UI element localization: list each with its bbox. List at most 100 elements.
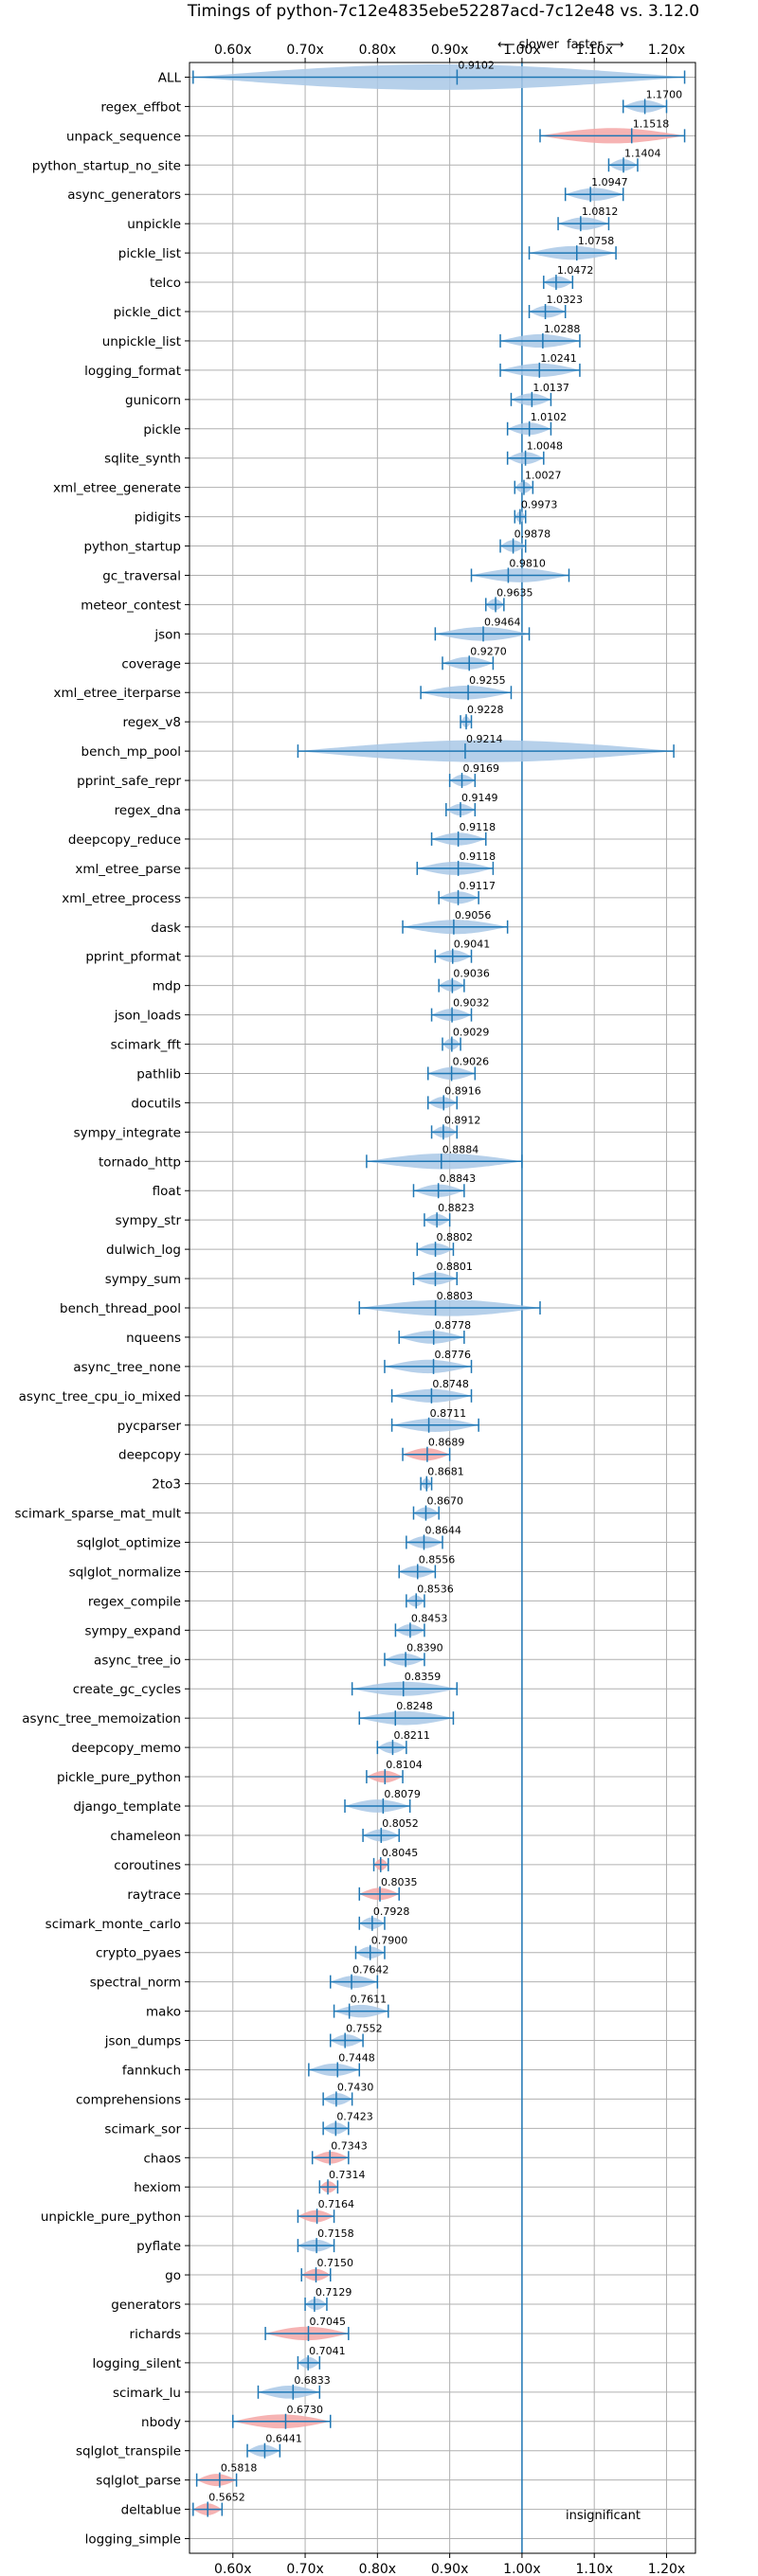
category-label: scimark_sor — [104, 2121, 181, 2137]
violins: 0.9102 1.1700 1.1518 1.1404 1.0947 1.0812 1.07… — [192, 59, 686, 2517]
category-label: comprehensions — [76, 2092, 181, 2107]
value-label: 0.7150 — [317, 2257, 354, 2269]
category-label: scimark_lu — [113, 2386, 181, 2401]
x-tick-label-bottom: 1.20x — [648, 2562, 685, 2576]
x-tick-label-top: 1.20x — [648, 43, 685, 58]
category-label: generators — [111, 2298, 181, 2313]
category-label: pickle — [143, 422, 181, 438]
category-label: nqueens — [126, 1331, 181, 1346]
category-label: json_dumps — [104, 2034, 181, 2049]
category-label: deepcopy_memo — [71, 1741, 181, 1756]
value-label: 1.0947 — [591, 176, 628, 188]
value-label: 0.7430 — [337, 2081, 374, 2093]
value-label: 0.8052 — [382, 1817, 419, 1830]
category-label: raytrace — [127, 1887, 181, 1903]
value-label: 0.9036 — [453, 968, 490, 980]
category-label: bench_thread_pool — [60, 1301, 181, 1316]
value-label: 0.9029 — [453, 1027, 489, 1039]
category-label: pyflate — [136, 2239, 181, 2254]
value-label: 0.8536 — [417, 1583, 454, 1595]
category-label: chameleon — [110, 1829, 181, 1844]
x-tick-label-top: 1.10x — [575, 43, 612, 58]
value-label: 1.0027 — [525, 470, 562, 482]
x-tick-label-bottom: 1.10x — [575, 2562, 612, 2576]
value-label: 1.1518 — [633, 117, 670, 130]
value-label: 0.9464 — [484, 616, 521, 628]
value-label: 0.9149 — [461, 792, 497, 804]
value-label: 0.9032 — [453, 997, 490, 1010]
value-label: 0.9026 — [453, 1055, 490, 1067]
insignificant-label: insignificant — [566, 2509, 641, 2523]
category-label: python_startup_no_site — [32, 158, 181, 173]
value-label: 0.7045 — [309, 2316, 346, 2328]
category-label: scimark_monte_carlo — [45, 1917, 181, 1932]
category-label: pidigits — [135, 510, 181, 526]
value-label: 0.9635 — [496, 586, 533, 599]
x-tick-label-top: 0.70x — [286, 43, 323, 58]
category-label: telco — [150, 276, 181, 291]
x-tick-label-bottom: 0.90x — [431, 2562, 468, 2576]
annotation-slower: ⟵ slower — [497, 38, 560, 52]
x-tick-label-bottom: 0.60x — [214, 2562, 251, 2576]
category-label: regex_dna — [115, 803, 181, 818]
value-label: 0.5818 — [221, 2462, 258, 2475]
value-label: 0.9270 — [470, 645, 507, 657]
value-label: 0.7642 — [352, 1964, 389, 1977]
value-label: 1.0102 — [531, 411, 568, 423]
value-label: 0.8211 — [393, 1729, 430, 1742]
category-label: dask — [151, 921, 181, 936]
category-label: deepcopy — [118, 1448, 181, 1463]
x-tick-label-bottom: 1.00x — [503, 2562, 540, 2576]
category-label: nbody — [141, 2415, 181, 2430]
category-label: scimark_fft — [111, 1038, 181, 1053]
value-label: 0.9056 — [455, 909, 492, 921]
x-tick-label-top: 1.00x — [503, 43, 540, 58]
value-label: 0.8776 — [435, 1349, 472, 1361]
value-label: 0.8681 — [427, 1466, 464, 1478]
category-label: sympy_integrate — [74, 1125, 181, 1140]
value-label: 0.8843 — [440, 1172, 477, 1185]
value-label: 0.6833 — [294, 2374, 331, 2387]
value-label: 0.7314 — [329, 2169, 366, 2181]
value-label: 1.0048 — [527, 440, 564, 453]
value-label: 0.9169 — [463, 762, 500, 775]
category-label: regex_compile — [88, 1594, 181, 1609]
value-label: 0.8248 — [396, 1700, 433, 1712]
value-label: 0.8711 — [430, 1407, 467, 1420]
category-label: sqlite_synth — [104, 452, 181, 467]
value-label: 0.9102 — [458, 59, 495, 71]
x-tick-label-bottom: 0.70x — [286, 2562, 323, 2576]
category-label: coverage — [121, 656, 181, 671]
category-label: coroutines — [114, 1858, 181, 1873]
category-label: async_tree_cpu_io_mixed — [19, 1389, 181, 1404]
category-label: pprint_pformat — [85, 950, 181, 965]
value-label: 0.8104 — [386, 1759, 423, 1771]
category-label: sqlglot_normalize — [69, 1565, 181, 1580]
category-label: scimark_sparse_mat_mult — [15, 1507, 181, 1522]
value-label: 0.8801 — [436, 1261, 473, 1273]
value-label: 0.9228 — [467, 704, 504, 716]
value-label: 0.8556 — [419, 1553, 456, 1565]
value-label: 0.7164 — [318, 2198, 355, 2210]
chart-title: Timings of python-7c12e4835ebe52287acd-7… — [187, 2, 699, 21]
value-label: 0.7448 — [338, 2051, 375, 2064]
category-label: sympy_str — [116, 1213, 182, 1228]
value-label: 0.7423 — [336, 2110, 373, 2122]
category-label: mako — [146, 2005, 181, 2020]
value-label: 1.0323 — [547, 294, 584, 306]
value-label: 1.1700 — [646, 88, 683, 100]
category-label: richards — [130, 2327, 181, 2342]
category-label: unpickle_pure_python — [41, 2209, 181, 2225]
category-label: tornado_http — [99, 1154, 181, 1170]
category-label: fannkuch — [122, 2063, 181, 2078]
category-label: async_tree_memoization — [22, 1711, 181, 1726]
value-label: 0.9118 — [460, 850, 496, 863]
category-label: async_generators — [67, 188, 181, 203]
category-label: gunicorn — [125, 393, 181, 408]
category-label: pycparser — [117, 1419, 182, 1434]
value-label: 0.8912 — [444, 1114, 481, 1126]
category-label: mdp — [153, 979, 181, 994]
category-label: xml_etree_generate — [53, 481, 181, 496]
category-label: django_template — [73, 1799, 181, 1815]
